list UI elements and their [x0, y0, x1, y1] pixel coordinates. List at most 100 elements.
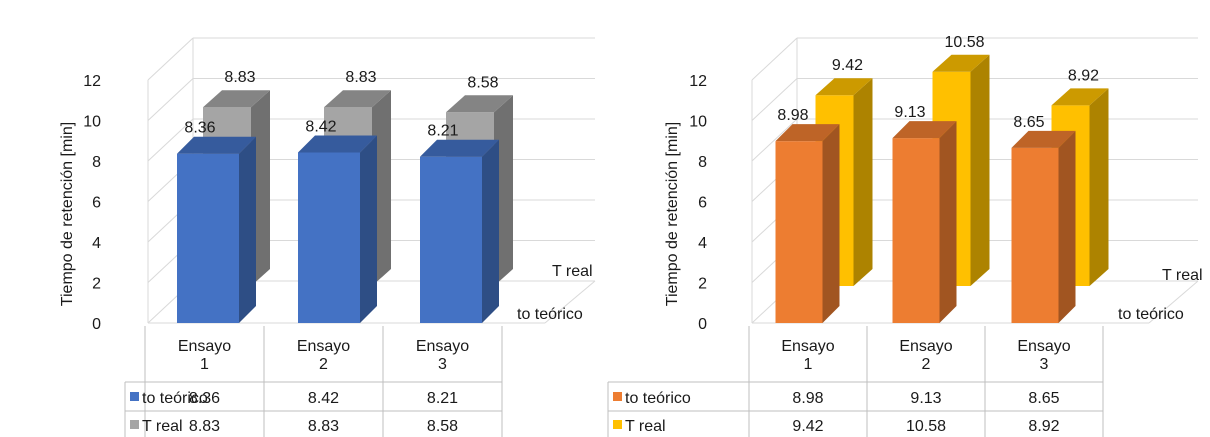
- data-label: 9.13: [894, 104, 925, 121]
- bar-to-teorico-front: [775, 141, 823, 323]
- table-cell: 8.36: [189, 390, 220, 407]
- data-label: 8.65: [1013, 114, 1044, 131]
- data-label: 8.36: [184, 120, 215, 137]
- category-label: Ensayo: [899, 338, 952, 355]
- bar-to-teorico-top: [298, 135, 377, 153]
- bar-to-teorico: [298, 135, 377, 323]
- bar-to-teorico-side: [482, 139, 499, 323]
- bar-to-teorico-top: [1011, 130, 1076, 148]
- depth-axis-label: T real: [1162, 267, 1203, 284]
- bar-to-teorico-side: [1058, 130, 1076, 323]
- table-cell: 8.42: [308, 390, 339, 407]
- table-cell: 8.83: [189, 418, 220, 435]
- data-label: 8.92: [1068, 67, 1099, 84]
- gridline-side: [147, 37, 194, 81]
- data-label: 8.21: [427, 123, 458, 140]
- y-tick-label: 0: [698, 316, 707, 333]
- category-label: 3: [438, 356, 447, 373]
- category-label: Ensayo: [178, 338, 231, 355]
- bar-to-teorico-side: [239, 136, 256, 323]
- legend-key: [613, 420, 622, 429]
- bar-to-teorico: [892, 121, 957, 324]
- bar-to-teorico-front: [1011, 147, 1059, 323]
- gridline-side: [751, 118, 798, 162]
- y-tick-label: 10: [689, 114, 707, 131]
- bar-to-teorico-top: [177, 136, 256, 154]
- gridline-side: [147, 78, 194, 121]
- legend-key: [130, 392, 139, 401]
- y-tick-label: 12: [83, 73, 101, 90]
- table-cell: 8.65: [1028, 390, 1059, 407]
- bar-to-teorico-side: [822, 124, 840, 323]
- data-label: 10.58: [944, 34, 984, 51]
- bar-to-teorico-top: [892, 121, 957, 139]
- floor-side-edge: [544, 280, 596, 324]
- y-tick-label: 8: [698, 154, 707, 171]
- table-cell: 8.98: [792, 390, 823, 407]
- bar-to-teorico: [177, 136, 256, 323]
- table-cell: 10.58: [906, 418, 946, 435]
- legend-label: T real: [142, 418, 183, 435]
- y-axis-title: Tiempo de retención [min]: [664, 122, 681, 306]
- data-label: 8.83: [345, 69, 376, 86]
- category-label: 1: [200, 356, 209, 373]
- depth-axis-label: to teórico: [517, 306, 583, 323]
- bar-to-teorico: [420, 139, 499, 323]
- y-tick-label: 6: [92, 195, 101, 212]
- bar-to-teorico-top: [775, 124, 840, 142]
- y-tick-label: 10: [83, 114, 101, 131]
- table-cell: 8.21: [427, 390, 458, 407]
- legend-label: to teórico: [625, 390, 691, 407]
- bar-t-real-top: [1051, 88, 1109, 106]
- bar-to-teorico-side: [939, 121, 957, 324]
- gridline-side: [751, 78, 798, 121]
- bar-to-teorico-front: [892, 138, 940, 323]
- legend-label: T real: [625, 418, 666, 435]
- gridline-side: [147, 118, 194, 162]
- table-cell: 8.92: [1028, 418, 1059, 435]
- table-cell: 9.13: [910, 390, 941, 407]
- depth-axis-label: T real: [552, 263, 593, 280]
- y-tick-label: 0: [92, 316, 101, 333]
- data-label: 8.83: [224, 69, 255, 86]
- bar-t-real-top: [203, 90, 270, 108]
- category-label: 1: [804, 356, 813, 373]
- bar-to-teorico-top: [420, 139, 499, 157]
- bar-to-teorico-front: [298, 152, 360, 323]
- y-tick-label: 2: [92, 276, 101, 293]
- gridline-side: [751, 37, 798, 81]
- data-label: 9.42: [832, 57, 863, 74]
- y-tick-label: 2: [698, 276, 707, 293]
- bar-to-teorico-side: [360, 135, 377, 323]
- legend-key: [130, 420, 139, 429]
- y-axis-title: Tiempo de retención [min]: [59, 122, 76, 306]
- chart-left: 0 2 4 6 8 10 12 Tiempo de retención [min] T real…: [59, 37, 596, 437]
- y-tick-label: 6: [698, 195, 707, 212]
- category-label: Ensayo: [297, 338, 350, 355]
- category-label: 3: [1040, 356, 1049, 373]
- data-label: 8.98: [777, 107, 808, 124]
- table-cell: 8.83: [308, 418, 339, 435]
- y-tick-label: 8: [92, 154, 101, 171]
- category-label: 2: [922, 356, 931, 373]
- y-tick-label: 4: [698, 235, 707, 252]
- table-cell: 8.58: [427, 418, 458, 435]
- bar-t-real-top: [446, 95, 513, 113]
- category-label: Ensayo: [781, 338, 834, 355]
- legend-label: to teórico: [142, 390, 208, 407]
- bar-t-real-side: [853, 78, 873, 287]
- bar-t-real-top: [932, 54, 990, 72]
- bar-to-teorico: [1011, 130, 1076, 323]
- bar-to-teorico-front: [177, 153, 239, 323]
- y-tick-label: 12: [689, 73, 707, 90]
- bar-t-real-top: [324, 90, 391, 108]
- data-label: 8.42: [305, 118, 336, 135]
- bar-t-real-top: [815, 78, 873, 96]
- y-tick-label: 4: [92, 235, 101, 252]
- bar-to-teorico-front: [420, 156, 482, 323]
- table-cell: 9.42: [792, 418, 823, 435]
